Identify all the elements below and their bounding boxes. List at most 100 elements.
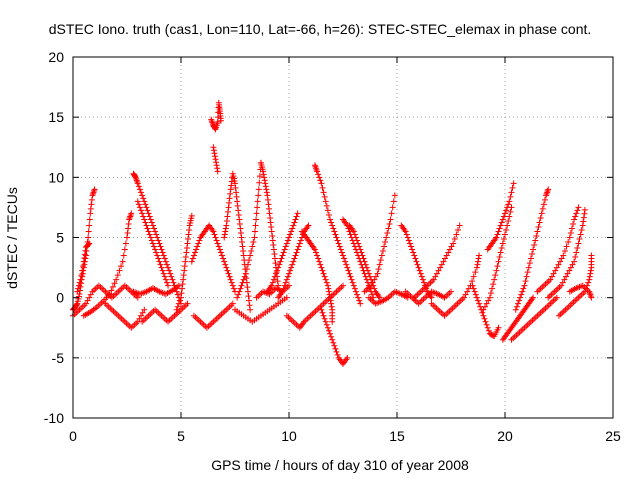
data-point (412, 255, 419, 262)
data-point (166, 267, 173, 274)
data-point (568, 225, 575, 232)
data-point (351, 285, 358, 292)
data-point (338, 249, 345, 256)
data-point (313, 249, 319, 256)
data-point (352, 234, 359, 241)
data-point (322, 198, 329, 205)
data-point (254, 204, 261, 211)
data-point (435, 267, 442, 274)
data-point (212, 156, 219, 163)
data-point (246, 257, 253, 264)
data-point (402, 228, 409, 235)
data-point (158, 264, 165, 271)
data-point (292, 252, 299, 259)
data-point (244, 284, 251, 291)
data-point (319, 184, 326, 191)
data-point (211, 231, 218, 238)
x-axis-label: GPS time / hours of day 310 of year 2008 (211, 457, 469, 473)
data-point (271, 273, 278, 280)
data-point (235, 291, 242, 298)
data-point (428, 294, 435, 301)
data-point (273, 270, 280, 277)
data-point (255, 186, 262, 193)
data-point (80, 258, 87, 265)
data-point (221, 231, 228, 238)
data-point (323, 279, 330, 286)
data-point (513, 303, 520, 310)
data-point (475, 258, 481, 265)
data-point (238, 282, 245, 289)
data-point (260, 168, 267, 175)
data-point (485, 297, 492, 304)
data-point (469, 278, 476, 285)
data-point (79, 263, 86, 270)
data-point (245, 293, 252, 300)
data-point (503, 207, 510, 214)
data-point (540, 201, 547, 208)
data-point (183, 245, 190, 252)
data-point (507, 208, 514, 215)
data-point (334, 351, 341, 358)
data-point (290, 222, 297, 229)
data-point (413, 258, 420, 265)
data-point (475, 255, 482, 262)
y-axis-label: dSTEC / TECUs (4, 187, 20, 289)
data-point (357, 246, 364, 253)
data-point (243, 266, 250, 273)
data-point (256, 179, 263, 186)
data-point (572, 213, 579, 220)
data-point (213, 237, 220, 244)
data-point (496, 225, 503, 232)
data-point (124, 229, 131, 236)
data-point (319, 267, 326, 274)
data-point (281, 246, 288, 253)
data-point (158, 246, 165, 253)
data-point (240, 248, 247, 255)
data-point (135, 201, 142, 208)
data-point (451, 236, 458, 243)
data-point (154, 252, 161, 259)
data-point (77, 276, 84, 283)
data-point (212, 153, 219, 160)
data-point (567, 229, 574, 236)
data-point (269, 279, 276, 286)
data-point (333, 234, 340, 241)
data-point (355, 240, 362, 247)
data-point (340, 252, 346, 259)
x-tick-label: 25 (605, 428, 621, 444)
data-point (495, 228, 502, 235)
data-point (179, 285, 186, 292)
data-point (217, 117, 224, 124)
data-point (274, 267, 281, 274)
data-point (247, 252, 254, 259)
x-tick-label: 15 (389, 428, 405, 444)
data-point (581, 210, 588, 217)
data-point (75, 285, 82, 292)
data-point (573, 249, 580, 256)
data-point (472, 269, 479, 276)
data-point (156, 240, 163, 247)
data-point (226, 199, 233, 206)
data-point (318, 180, 325, 187)
data-point (270, 276, 277, 283)
data-point (210, 228, 217, 235)
data-point (140, 213, 147, 220)
grid (73, 57, 613, 418)
data-point (494, 231, 501, 238)
data-point (159, 267, 166, 274)
data-point (324, 207, 331, 214)
data-point (376, 261, 383, 268)
data-point (383, 234, 390, 241)
data-point (212, 234, 219, 241)
data-point (363, 264, 370, 271)
data-point (275, 264, 282, 271)
data-point (86, 216, 93, 223)
data-point (85, 234, 92, 241)
data-point (85, 241, 92, 248)
data-point (560, 252, 567, 259)
data-point (291, 219, 298, 226)
data-point (315, 255, 322, 262)
data-point (151, 225, 157, 232)
data-point (124, 234, 130, 241)
data-point (503, 226, 510, 233)
